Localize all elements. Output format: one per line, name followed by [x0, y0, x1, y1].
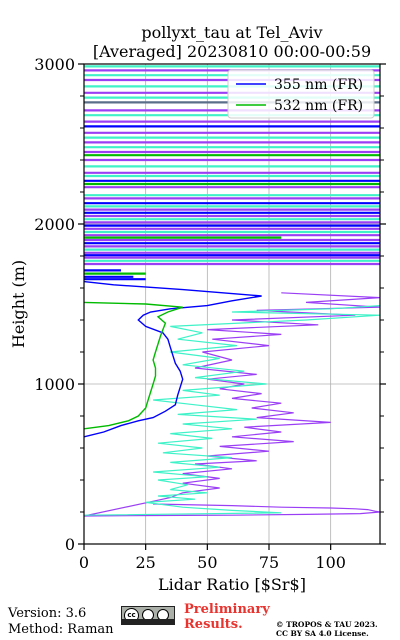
cc-license-badge: cc: [121, 606, 175, 625]
preliminary-line2: Results.: [184, 617, 243, 632]
copyright-line2: CC BY SA 4.0 License.: [276, 629, 369, 638]
background-profile-line: [84, 305, 380, 516]
y-axis-label: Height (m): [9, 260, 28, 348]
y-tick-label: 1000: [34, 375, 75, 394]
badge-bar: [122, 619, 174, 624]
preliminary-line1: Preliminary: [184, 602, 270, 617]
y-tick-label: 3000: [34, 55, 75, 74]
series-line-532: [84, 301, 183, 430]
chart-title-line2: [Averaged] 20230810 00:00-00:59: [93, 42, 371, 61]
x-tick-label: 100: [315, 553, 346, 572]
copyright-line1: © TROPOS & TAU 2023.: [276, 620, 378, 629]
copyright-notice: © TROPOS & TAU 2023. CC BY SA 4.0 Licens…: [276, 620, 378, 638]
y-tick-label: 2000: [34, 215, 75, 234]
lidar-ratio-chart: pollyxt_tau at Tel_Aviv [Averaged] 20230…: [9, 23, 386, 594]
y-tick-label: 0: [65, 535, 75, 554]
x-tick-label: 25: [135, 553, 155, 572]
chart-title-line1: pollyxt_tau at Tel_Aviv: [141, 23, 322, 42]
legend-label-532: 532 nm (FR): [274, 98, 363, 114]
footer-info: Version: 3.6 Method: Raman: [8, 606, 114, 638]
legend-box: [227, 69, 375, 119]
x-axis-label: Lidar Ratio [$Sr$]: [158, 575, 306, 594]
version-text: Version: 3.6: [8, 606, 87, 621]
method-text: Method: Raman: [8, 622, 114, 637]
x-tick-label: 75: [259, 553, 279, 572]
x-tick-label: 0: [79, 553, 89, 572]
legend-label-355: 355 nm (FR): [274, 77, 363, 93]
preliminary-notice: Preliminary Results.: [184, 602, 270, 632]
background-profile-line: [84, 292, 380, 517]
x-tick-label: 50: [197, 553, 217, 572]
plot-frame: [83, 63, 381, 545]
x-axis-label-text: Lidar Ratio [$Sr$]: [158, 575, 306, 594]
plot-area: [84, 65, 380, 517]
series-line-355: [84, 280, 262, 438]
legend: 355 nm (FR) 532 nm (FR): [227, 69, 375, 119]
